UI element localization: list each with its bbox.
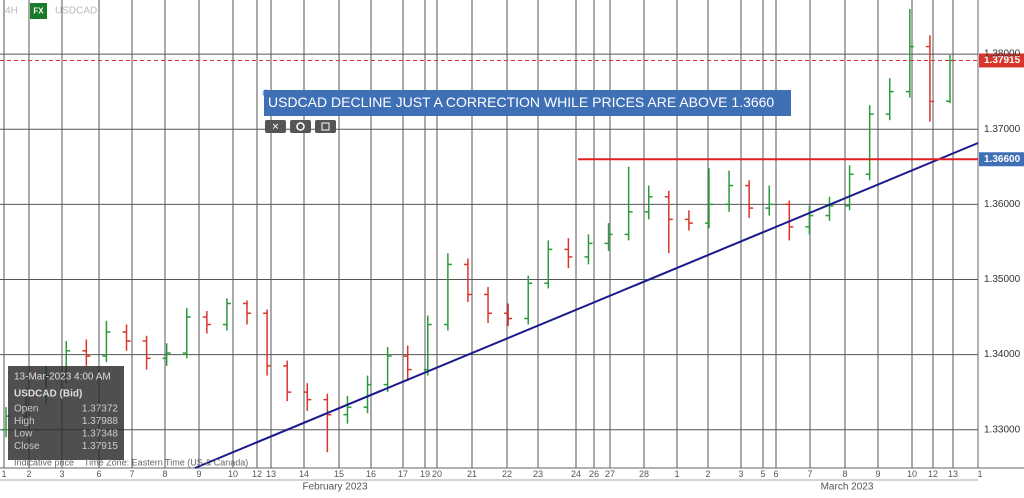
level-tag bbox=[979, 152, 1024, 167]
x-tick-label: 8 bbox=[842, 469, 847, 479]
settings-button[interactable] bbox=[290, 120, 311, 133]
info-value: 1.37915 bbox=[82, 441, 119, 452]
x-tick-label: 26 bbox=[589, 469, 599, 479]
x-tick-label: 13 bbox=[948, 469, 958, 479]
info-value: 1.37372 bbox=[82, 404, 119, 415]
y-tick-label: 1.34000 bbox=[984, 349, 1021, 360]
copy-icon bbox=[321, 122, 330, 131]
x-tick-label: 23 bbox=[533, 469, 543, 479]
symbol: USDCAD bbox=[55, 6, 97, 17]
annotation-box bbox=[264, 90, 791, 116]
y-tick-label: 1.38000 bbox=[984, 49, 1021, 60]
x-tick-label: 2 bbox=[705, 469, 710, 479]
y-tick-label: 1.36000 bbox=[984, 199, 1021, 210]
x-tick-label: 10 bbox=[907, 469, 917, 479]
last-price-label: 1.37915 bbox=[984, 55, 1021, 66]
x-tick-label: 1 bbox=[977, 469, 982, 479]
x-tick-label: 1 bbox=[1, 469, 6, 479]
month-label: February 2023 bbox=[302, 482, 367, 493]
info-box bbox=[8, 366, 124, 460]
x-tick-label: 12 bbox=[252, 469, 262, 479]
y-tick-label: 1.33000 bbox=[984, 424, 1021, 435]
x-tick-label: 7 bbox=[807, 469, 812, 479]
x-tick-label: 16 bbox=[366, 469, 376, 479]
info-datetime: 13-Mar-2023 4:00 AM bbox=[14, 372, 111, 383]
x-tick-label: 9 bbox=[875, 469, 880, 479]
month-label: March 2023 bbox=[821, 482, 874, 493]
x-tick-label: 12 bbox=[928, 469, 938, 479]
footer-text: Time Zone: Eastern Time (US & Canada) bbox=[84, 457, 248, 467]
info-value: 1.37348 bbox=[82, 429, 119, 440]
trendline bbox=[194, 142, 979, 469]
x-tick-label: 9 bbox=[196, 469, 201, 479]
x-tick-label: 2 bbox=[26, 469, 31, 479]
info-label: Close bbox=[14, 441, 40, 452]
x-tick-label: 3 bbox=[738, 469, 743, 479]
x-tick-label: 3 bbox=[59, 469, 64, 479]
level-label: 1.36600 bbox=[984, 154, 1021, 165]
info-title: USDCAD (Bid) bbox=[14, 389, 82, 400]
close-icon: ✕ bbox=[272, 121, 280, 131]
fx-badge bbox=[30, 3, 47, 19]
x-tick-label: 27 bbox=[605, 469, 615, 479]
x-tick-label: 8 bbox=[162, 469, 167, 479]
x-tick-label: 13 bbox=[266, 469, 276, 479]
x-tick-label: 28 bbox=[639, 469, 649, 479]
x-tick-label: 24 bbox=[571, 469, 581, 479]
close-button[interactable] bbox=[265, 120, 286, 133]
info-label: High bbox=[14, 416, 35, 427]
y-tick-label: 1.35000 bbox=[984, 274, 1021, 285]
x-tick-label: 17 bbox=[398, 469, 408, 479]
timeframe: 4H bbox=[5, 6, 18, 17]
x-tick-label: 20 bbox=[432, 469, 442, 479]
x-tick-label: 15 bbox=[334, 469, 344, 479]
x-tick-label: 6 bbox=[773, 469, 778, 479]
footer-text: Indicative price bbox=[14, 457, 74, 467]
fx-badge-text: FX bbox=[33, 7, 44, 16]
info-label: Open bbox=[14, 404, 38, 415]
x-tick-label: 19 bbox=[420, 469, 430, 479]
info-label: Low bbox=[14, 429, 33, 440]
x-tick-label: 10 bbox=[228, 469, 238, 479]
info-value: 1.37988 bbox=[82, 416, 119, 427]
x-tick-label: 1 bbox=[674, 469, 679, 479]
x-tick-label: 7 bbox=[129, 469, 134, 479]
annotation: USDCAD DECLINE JUST A CORRECTION WHILE P… bbox=[268, 94, 774, 110]
last-price-tag bbox=[979, 53, 1024, 68]
x-tick-label: 21 bbox=[467, 469, 477, 479]
x-tick-label: 22 bbox=[502, 469, 512, 479]
copy-button[interactable] bbox=[315, 120, 336, 133]
y-tick-label: 1.37000 bbox=[984, 124, 1021, 135]
x-tick-label: 14 bbox=[299, 469, 309, 479]
x-tick-label: 5 bbox=[760, 469, 765, 479]
x-tick-label: 6 bbox=[96, 469, 101, 479]
settings-icon bbox=[296, 122, 305, 131]
